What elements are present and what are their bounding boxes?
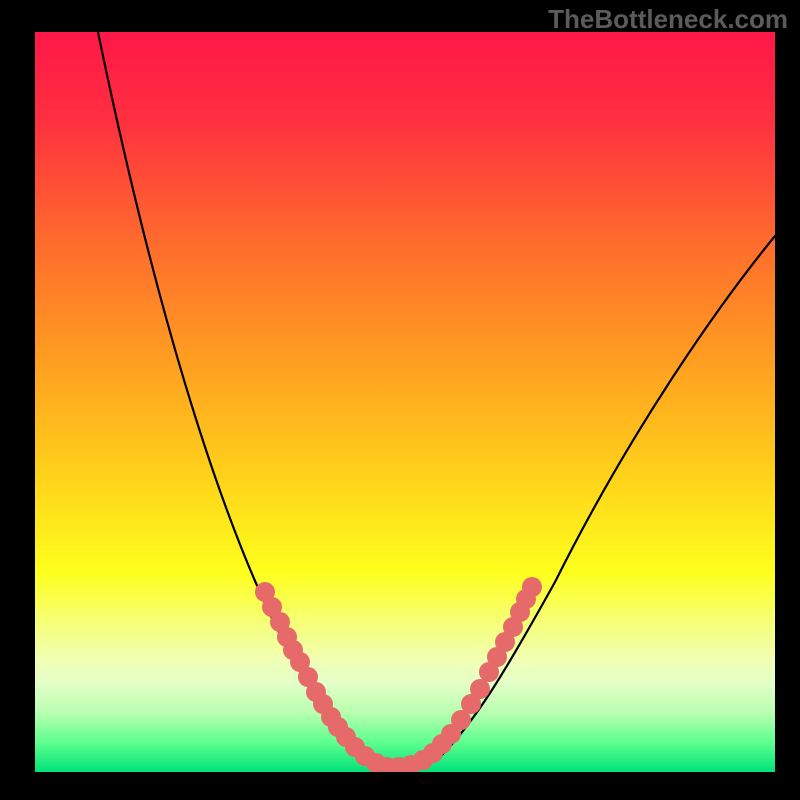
bottleneck-curve bbox=[35, 32, 775, 772]
outer-frame: TheBottleneck.com bbox=[0, 0, 800, 800]
highlight-dot bbox=[522, 577, 542, 597]
plot-area bbox=[35, 32, 775, 772]
curve-path bbox=[98, 32, 775, 770]
watermark-text: TheBottleneck.com bbox=[548, 4, 788, 35]
highlight-dot bbox=[470, 679, 490, 699]
